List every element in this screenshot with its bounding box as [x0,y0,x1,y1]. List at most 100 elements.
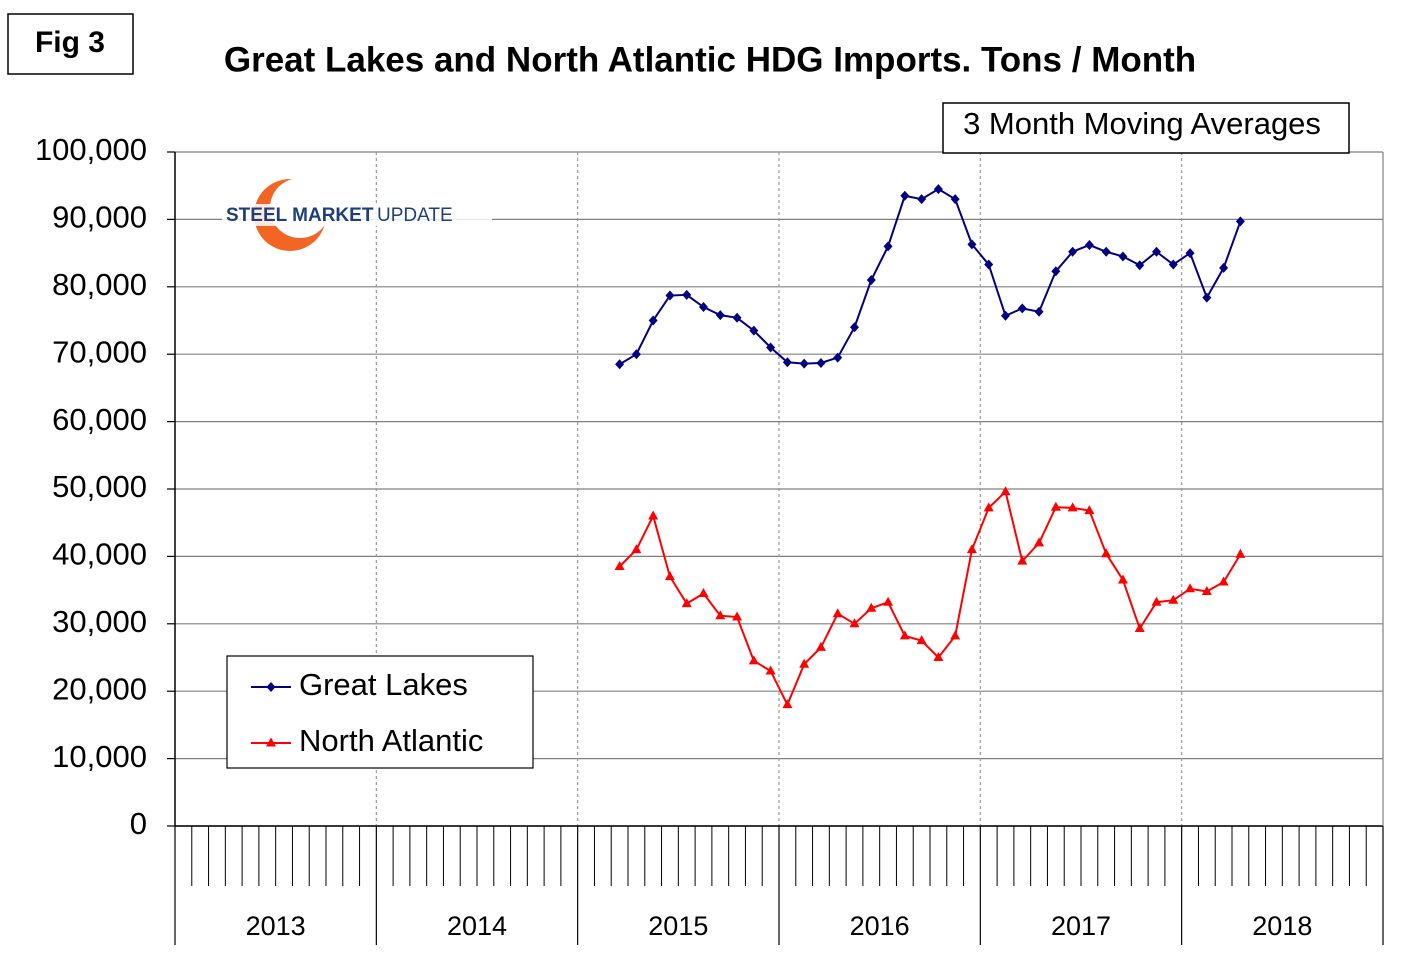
annotation: 3 Month Moving Averages [963,106,1321,141]
marker-diamond [715,310,725,321]
marker-triangle [1017,555,1028,565]
marker-diamond [648,315,658,326]
marker-diamond [950,194,960,205]
y-tick-label: 10,000 [52,739,147,774]
logo-light: UPDATE [377,205,453,226]
marker-triangle [832,608,843,618]
marker-diamond [699,302,708,313]
marker-diamond [799,358,809,369]
marker-triangle [631,544,642,554]
y-tick-label: 80,000 [52,267,147,302]
logo-bold: STEEL MARKET [226,205,374,226]
marker-triangle [748,655,759,665]
marker-triangle [933,652,944,661]
legend-box [226,655,534,769]
marker-diamond [1068,246,1078,257]
year-label: 2016 [850,911,910,941]
marker-diamond [732,312,742,323]
marker-triangle [899,630,910,640]
year-label: 2013 [246,911,306,941]
marker-triangle [765,665,776,675]
y-tick-label: 50,000 [52,469,147,504]
marker-triangle [614,561,625,571]
marker-diamond [266,682,276,692]
marker-diamond [782,357,792,368]
marker-triangle [916,635,927,645]
marker-triangle [1235,548,1246,558]
marker-triangle [815,641,826,651]
marker-triangle [648,510,659,520]
y-tick-label: 40,000 [52,537,147,572]
legend-label: Great Lakes [299,667,468,702]
marker-diamond [749,325,759,336]
marker-triangle [1151,596,1162,606]
marker-diamond [1168,259,1178,270]
marker-diamond [1219,262,1229,273]
marker-diamond [1202,292,1212,303]
year-label: 2014 [447,911,507,941]
marker-diamond [682,289,692,300]
marker-triangle [799,658,810,668]
y-tick-label: 20,000 [52,671,147,706]
marker-triangle [1201,585,1212,595]
marker-diamond [917,194,927,205]
legend-label: North Atlantic [299,723,483,758]
year-label: 2015 [648,911,708,941]
marker-triangle [1101,548,1112,558]
logo-band [222,204,492,226]
marker-triangle [1000,486,1011,496]
marker-triangle [849,618,860,628]
marker-diamond [933,184,943,195]
y-tick-label: 70,000 [52,334,147,369]
marker-triangle [664,571,675,581]
marker-diamond [866,275,876,286]
marker-triangle [266,737,276,747]
figure-label: Fig 3 [35,26,105,59]
marker-diamond [766,342,776,353]
marker-triangle [1168,594,1179,604]
legend: Great Lakes North Atlantic [226,655,534,769]
chart-title: Great Lakes and North Atlantic HDG Impor… [224,40,1196,79]
marker-diamond [1034,306,1044,317]
marker-diamond [850,322,859,333]
marker-triangle [1218,576,1229,586]
marker-diamond [1118,251,1128,262]
year-label: 2018 [1252,911,1312,941]
y-tick-label: 30,000 [52,604,147,639]
marker-diamond [1017,303,1027,314]
marker-diamond [665,290,675,301]
y-tick-label: 100,000 [35,132,147,167]
marker-diamond [1101,246,1111,257]
year-label: 2017 [1051,911,1111,941]
marker-triangle [1117,574,1128,584]
y-tick-label: 60,000 [52,402,147,437]
marker-triangle [966,544,977,554]
marker-diamond [1135,260,1145,271]
marker-diamond [1235,216,1245,227]
marker-triangle [883,596,894,606]
figure-label-box [7,13,134,75]
marker-diamond [1001,310,1010,321]
y-tick-label: 0 [130,806,147,841]
marker-triangle [698,587,709,597]
marker-triangle [983,502,994,512]
marker-triangle [715,610,726,620]
y-tick-label: 90,000 [52,200,147,235]
marker-diamond [883,241,893,252]
marker-triangle [866,602,877,612]
logo: STEEL MARKET UPDATE [222,178,492,251]
marker-diamond [631,349,641,360]
marker-diamond [1185,248,1195,259]
marker-triangle [1050,501,1061,511]
marker-diamond [615,359,625,370]
marker-diamond [967,239,977,250]
marker-triangle [1185,583,1196,593]
marker-triangle [1084,505,1095,515]
marker-diamond [833,352,843,363]
marker-diamond [816,357,826,368]
marker-triangle [732,611,743,621]
marker-triangle [1134,623,1145,633]
marker-triangle [681,598,692,608]
